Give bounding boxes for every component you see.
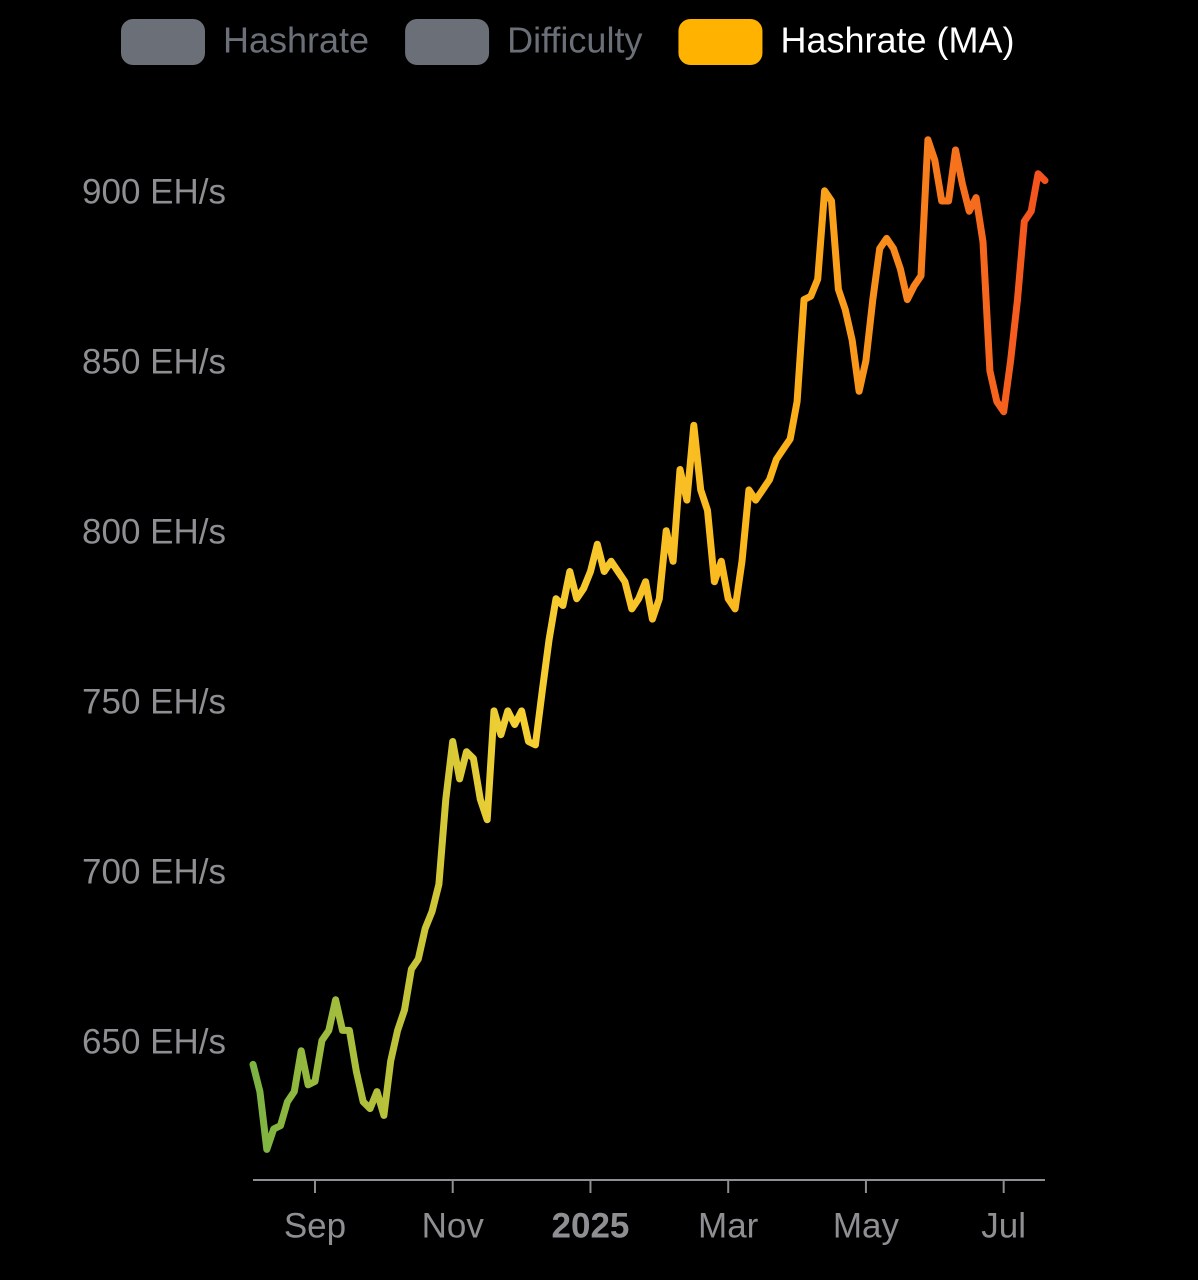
x-tick-label: Sep [284, 1206, 346, 1245]
legend-label: Hashrate (MA) [780, 20, 1014, 61]
y-tick-label: 850 EH/s [82, 342, 226, 381]
x-tick-label: May [833, 1206, 900, 1245]
x-tick-label: Mar [698, 1206, 759, 1245]
legend-label: Hashrate [223, 20, 369, 61]
y-tick-label: 800 EH/s [82, 512, 226, 551]
legend-swatch [678, 19, 763, 65]
legend-label: Difficulty [507, 20, 642, 61]
legend: Hashrate Difficulty Hashrate (MA) [121, 19, 1015, 65]
y-tick-label: 650 EH/s [82, 1022, 226, 1061]
legend-item[interactable]: Hashrate (MA) [678, 19, 1015, 65]
x-tick-label: 2025 [552, 1206, 630, 1245]
x-tick-label: Jul [981, 1206, 1026, 1245]
legend-item[interactable]: Hashrate [121, 19, 369, 65]
y-tick-label: 750 EH/s [82, 682, 226, 721]
legend-swatch [405, 19, 490, 65]
y-tick-label: 700 EH/s [82, 852, 226, 891]
x-tick-label: Nov [422, 1206, 485, 1245]
y-tick-label: 900 EH/s [82, 172, 226, 211]
legend-item[interactable]: Difficulty [405, 19, 642, 65]
data-line [249, 136, 1049, 1153]
legend-swatch [121, 19, 205, 65]
